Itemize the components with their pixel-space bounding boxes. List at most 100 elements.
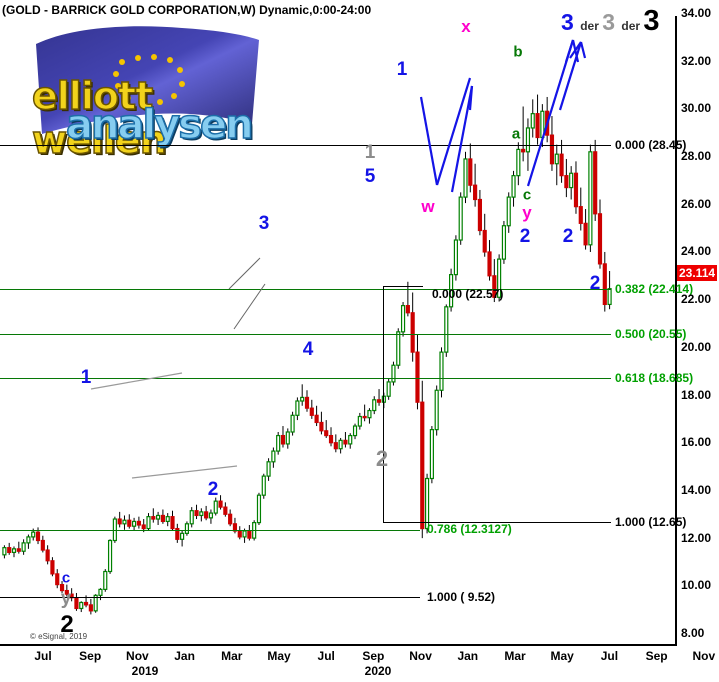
candle-body [117, 518, 122, 525]
copyright-notice: © eSignal, 2019 [30, 632, 88, 641]
candle-body [516, 148, 521, 177]
target-part-1: der [580, 19, 603, 33]
price-tick-30-00: 30.00 [681, 101, 712, 116]
fib-0500-2055-label: 0.500 (20.55) [615, 326, 687, 341]
candle-body [309, 407, 314, 416]
price-axis-line [675, 16, 677, 644]
wave-c-green: c [522, 186, 532, 204]
fib-0000-2257-label: 0.000 (22.57) [432, 286, 504, 301]
fib-0618-18685-label: 0.618 (18.685) [615, 371, 694, 386]
candle-body [348, 434, 353, 445]
candle-body [50, 560, 55, 575]
candle-body [324, 430, 329, 437]
candle-body [2, 547, 7, 556]
target-part-0: 3 [561, 9, 581, 35]
candle-body [578, 206, 583, 224]
candle-body [458, 196, 463, 241]
candle-body [156, 514, 161, 520]
candle-body [328, 434, 334, 444]
candle-body [569, 172, 574, 189]
eu-flag-icon [36, 26, 259, 134]
candle-body [290, 414, 295, 433]
candle-body [391, 364, 396, 383]
candle-body [602, 263, 607, 306]
fib-anchor-vertical [383, 285, 384, 523]
candle-body [314, 414, 319, 424]
fib-0786-123127-line [0, 530, 420, 532]
candle-body [213, 500, 218, 514]
fib-1000-1265-label: 1.000 (12.65) [615, 515, 687, 530]
candle-body [141, 524, 146, 530]
candle-body [506, 196, 511, 227]
candle-body [160, 514, 165, 523]
fib-0618-18685-line [0, 378, 611, 380]
candle-body [16, 548, 21, 552]
candle-body [242, 530, 247, 538]
candle-body [573, 172, 579, 208]
date-tick-sep-13: Sep [645, 649, 668, 663]
candle-body [170, 516, 175, 530]
candle-body [357, 415, 362, 427]
candle-body [424, 477, 430, 530]
candle-body [266, 461, 271, 477]
price-tick-32-00: 32.00 [681, 53, 712, 68]
candle-body [415, 351, 420, 403]
candle-body [564, 175, 569, 189]
candle-body [83, 601, 89, 606]
fib-0000-2845-label: 0.000 (28.45) [615, 138, 687, 153]
candle-body [482, 229, 487, 253]
date-tick-nov-2: Nov [126, 649, 149, 663]
date-tick-nov-14: Nov [692, 649, 716, 663]
candle-body [204, 511, 209, 519]
candle-body [7, 547, 12, 554]
candlestick-series [2, 94, 612, 615]
date-tick-nov-8: Nov [409, 649, 432, 663]
candle-body [261, 475, 266, 496]
candle-body [352, 425, 358, 437]
candle-body [194, 510, 199, 517]
fib-0500-2055-line [0, 333, 611, 335]
date-year-2019: 2019 [131, 664, 159, 678]
target-part-4: 3 [643, 5, 660, 37]
fib-1000-952-line [0, 596, 420, 598]
wave-5-blue: 5 [364, 166, 376, 187]
candle-body [386, 381, 391, 397]
price-tick-20-00: 20.00 [681, 339, 712, 354]
price-tick-26-00: 26.00 [681, 196, 712, 211]
candle-body [434, 389, 439, 431]
candle-body [511, 175, 516, 198]
candle-body [208, 512, 214, 519]
fib-1000-952-label: 1.000 ( 9.52) [427, 589, 496, 604]
candle-body [535, 113, 540, 139]
price-tick-8-00: 8.00 [681, 626, 705, 640]
price-tick-34-00: 34.00 [681, 6, 712, 20]
fib-0382-22414-label: 0.382 (22.414) [615, 282, 694, 297]
price-plot-area[interactable] [0, 16, 675, 644]
candle-body [285, 431, 290, 445]
target-part-3: der [621, 19, 644, 33]
candle-body [223, 506, 228, 515]
candle-body [151, 516, 156, 520]
candle-body [525, 127, 531, 153]
candle-body [487, 251, 492, 277]
candle-body [40, 539, 45, 551]
candle-body [276, 434, 281, 452]
price-tick-14-00: 14.00 [681, 482, 712, 497]
chart-title: (GOLD - BARRICK GOLD CORPORATION,W) Dyna… [2, 3, 372, 17]
candle-body [554, 153, 559, 165]
candle-body [545, 110, 550, 136]
date-tick-mar-10: Mar [504, 649, 526, 663]
candle-body [98, 588, 103, 596]
candle-body [549, 134, 555, 165]
price-tick-18-00: 18.00 [681, 387, 712, 402]
wave-2-blue-a: 2 [519, 226, 531, 247]
candle-body [333, 442, 338, 450]
candle-body [593, 151, 598, 215]
candle-body [530, 113, 535, 129]
candle-body [180, 532, 185, 540]
candle-body [256, 494, 262, 524]
candle-body [521, 148, 526, 153]
candle-body [463, 158, 468, 198]
candle-body [501, 225, 507, 260]
candle-body [271, 450, 276, 463]
